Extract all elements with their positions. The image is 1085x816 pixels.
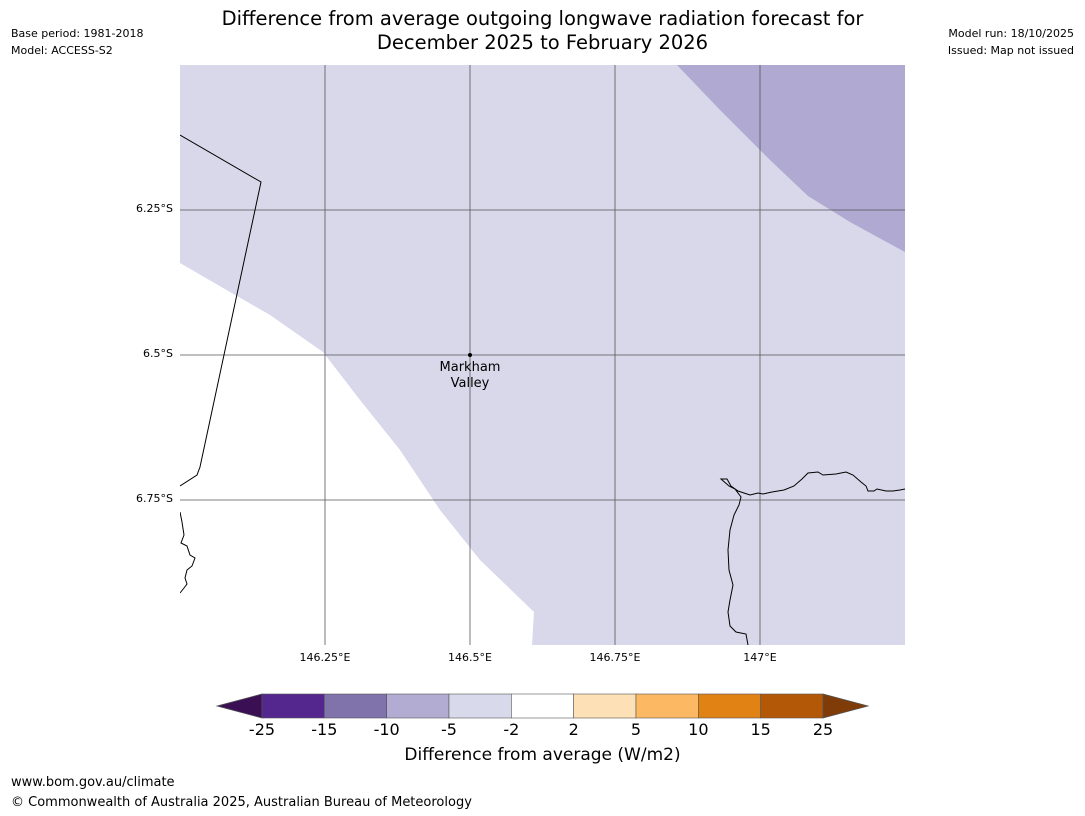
footer-url: www.bom.gov.au/climate — [11, 775, 175, 790]
model-run: Model run: 18/10/2025 — [948, 27, 1074, 40]
colorbar-tick-label: -2 — [503, 720, 520, 739]
footer-copyright: © Commonwealth of Australia 2025, Austra… — [11, 795, 472, 810]
place-label-markham-valley: Markham Valley — [420, 360, 520, 392]
colorbar-tick-label: 2 — [568, 720, 579, 739]
colorbar-tick-label: 5 — [630, 720, 642, 739]
colorbar-over-arrow — [822, 693, 870, 719]
coastlines-and-borders — [180, 134, 905, 645]
province-border — [180, 134, 262, 487]
metadata-right: Model run: 18/10/2025 Issued: Map not is… — [948, 25, 1074, 59]
colorbar-bin — [573, 693, 637, 719]
coastline-west — [180, 511, 196, 594]
lat-label-6-5: 6.5°S — [143, 347, 173, 360]
lat-label-6-25: 6.25°S — [136, 202, 173, 215]
place-name-line-1: Markham — [439, 360, 501, 375]
anomaly-region-minus10-to-minus5 — [677, 65, 905, 252]
colorbar-bin — [324, 693, 387, 719]
colorbar-bin — [386, 693, 450, 719]
colorbar-bin — [698, 693, 761, 719]
colorbar-bin — [511, 693, 574, 719]
lon-label-147: 147°E — [743, 651, 777, 664]
colorbar-tick-label: -5 — [441, 720, 457, 739]
colorbar-tick-label: 15 — [750, 720, 771, 739]
title-line-1: Difference from average outgoing longwav… — [221, 7, 864, 30]
markham-valley-marker — [468, 353, 472, 357]
map-title: Difference from average outgoing longwav… — [180, 7, 905, 55]
lat-label-6-75: 6.75°S — [136, 492, 173, 505]
colorbar-bin — [635, 693, 699, 719]
colorbar-tick-label: 10 — [688, 720, 709, 739]
colorbar-bin — [261, 693, 325, 719]
colorbar-bin — [760, 693, 824, 719]
coastline-east — [719, 471, 905, 645]
colorbar-tick-label: -10 — [373, 720, 400, 739]
place-name-line-2: Valley — [450, 376, 490, 391]
issued-status: Issued: Map not issued — [947, 44, 1074, 57]
colorbar-bins — [261, 693, 824, 719]
colorbar-bin — [448, 693, 512, 719]
colorbar-label: Difference from average (W/m2) — [404, 745, 681, 765]
lon-label-146-5: 146.5°E — [448, 651, 492, 664]
model-name: Model: ACCESS-S2 — [11, 44, 113, 57]
lon-label-146-75: 146.75°E — [589, 651, 641, 664]
metadata-left: Base period: 1981-2018 Model: ACCESS-S2 — [11, 25, 143, 59]
colorbar-under-arrow — [215, 693, 263, 719]
colorbar-tick-label: -25 — [248, 720, 276, 739]
lon-label-146-25: 146.25°E — [299, 651, 351, 664]
base-period: Base period: 1981-2018 — [11, 27, 144, 40]
colorbar-tick-label: -15 — [311, 720, 338, 739]
colorbar-tick-label: 25 — [812, 720, 834, 739]
anomaly-region-near-average — [180, 263, 534, 645]
title-line-2: December 2025 to February 2026 — [376, 31, 709, 54]
